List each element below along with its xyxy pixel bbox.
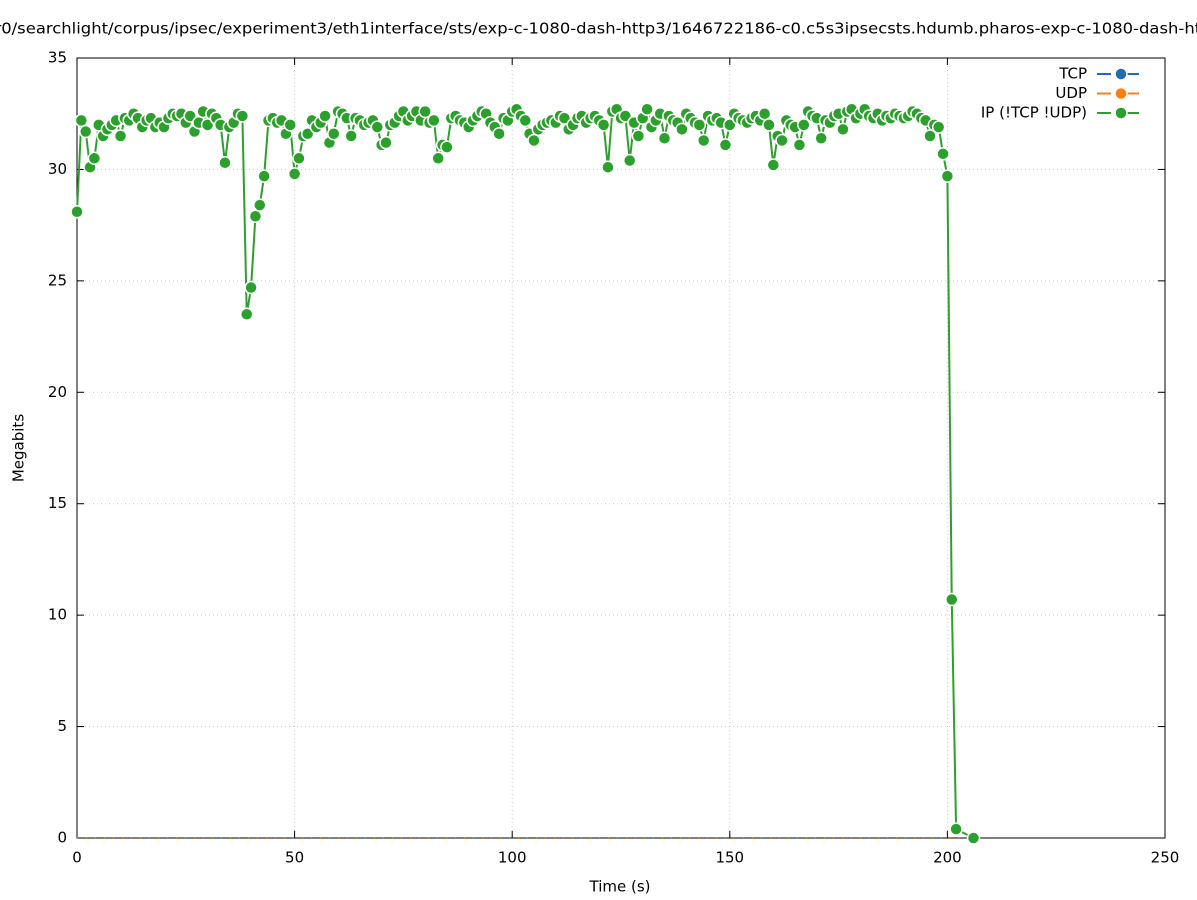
y-tick-label: 35 — [48, 49, 67, 67]
x-tick-label: 150 — [715, 849, 744, 867]
legend-marker — [1114, 106, 1128, 120]
data-point — [244, 280, 258, 295]
data-point — [949, 822, 963, 836]
data-point — [287, 167, 302, 181]
data-point — [492, 127, 506, 141]
data-point — [257, 169, 271, 183]
data-point — [696, 133, 711, 148]
data-point — [792, 138, 807, 152]
data-point — [87, 151, 102, 166]
data-point — [183, 109, 197, 123]
data-point — [936, 147, 950, 161]
y-axis-label: Megabits — [10, 414, 28, 482]
y-tick-label: 5 — [57, 717, 67, 735]
data-point — [766, 158, 781, 172]
data-point — [966, 831, 981, 845]
data-point — [657, 131, 672, 145]
data-point — [283, 118, 297, 132]
data-point — [253, 198, 267, 212]
data-point — [762, 118, 776, 132]
data-point — [622, 153, 637, 168]
data-point — [757, 106, 772, 121]
data-point — [292, 151, 306, 166]
y-tick-label: 10 — [48, 606, 67, 624]
data-point — [327, 127, 341, 141]
legend-label: IP (!TCP !UDP) — [981, 104, 1087, 122]
data-point — [797, 118, 811, 132]
data-point — [601, 160, 615, 174]
legend-marker — [1114, 67, 1128, 81]
y-tick-label: 20 — [48, 383, 67, 401]
data-point — [235, 109, 250, 123]
data-point — [692, 118, 707, 132]
data-point — [675, 122, 689, 137]
y-tick-label: 30 — [48, 160, 67, 178]
data-point — [379, 135, 393, 150]
data-point — [596, 118, 611, 132]
x-tick-label: 0 — [72, 849, 82, 867]
series-line — [76, 106, 974, 839]
data-point — [718, 138, 733, 152]
legend-marker — [1114, 86, 1128, 101]
data-point — [300, 127, 315, 141]
data-point — [78, 124, 93, 139]
data-point — [239, 307, 254, 322]
data-point — [370, 120, 385, 134]
data-point — [836, 122, 850, 137]
data-point — [440, 140, 454, 154]
data-point — [318, 109, 332, 123]
y-tick-label: 15 — [48, 494, 67, 512]
data-point — [218, 155, 232, 170]
x-axis-label: Time (s) — [589, 878, 651, 896]
legend-label: UDP — [1055, 84, 1087, 102]
data-point — [427, 113, 441, 128]
data-point — [344, 129, 358, 143]
y-tick-label: 0 — [57, 829, 67, 847]
data-point — [640, 102, 654, 117]
data-point — [940, 169, 955, 183]
x-tick-label: 200 — [933, 849, 962, 867]
x-tick-label: 100 — [498, 849, 527, 867]
x-tick-label: 50 — [285, 849, 304, 867]
data-point — [113, 129, 128, 143]
data-point — [248, 209, 263, 223]
plot-border — [76, 57, 1166, 839]
data-point — [70, 205, 84, 219]
data-point — [814, 131, 828, 145]
data-point — [618, 109, 633, 123]
chart-title: tor0/searchlight/corpus/ipsec/experiment… — [0, 20, 1197, 38]
legend-label: TCP — [1058, 65, 1087, 83]
data-point — [945, 592, 959, 607]
y-tick-label: 25 — [48, 271, 67, 289]
data-point — [518, 113, 533, 128]
data-point — [431, 151, 445, 166]
data-point — [74, 113, 89, 128]
data-point — [931, 120, 946, 134]
data-point — [631, 129, 646, 143]
data-point — [775, 133, 789, 148]
x-tick-label: 250 — [1151, 849, 1180, 867]
data-point — [527, 133, 541, 148]
